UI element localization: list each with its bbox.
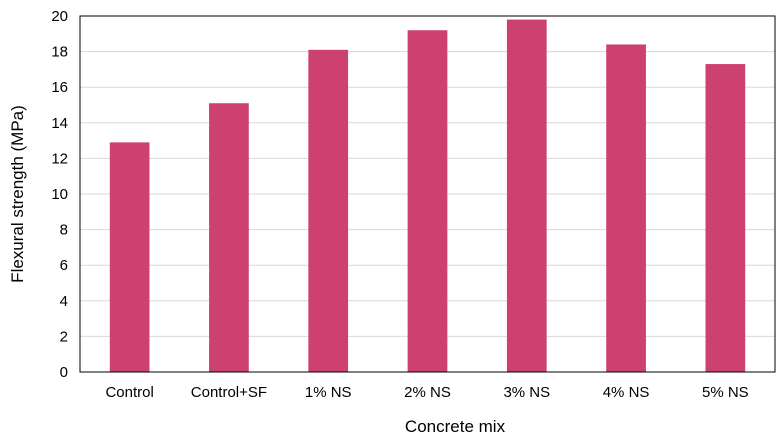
plot-border: [79, 15, 776, 373]
bar: [407, 30, 448, 373]
y-tick-label: 20: [51, 8, 68, 25]
x-tick-label: Control+SF: [191, 384, 267, 401]
y-tick-labels: 0 2 4 6 8 10 12 14 16 18 20: [51, 8, 68, 381]
y-tick-label: 0: [60, 364, 68, 381]
y-tick-label: 2: [60, 328, 68, 345]
y-axis-title: Flexural strength (MPa): [8, 105, 27, 283]
y-tick-label: 18: [51, 44, 68, 61]
bar: [506, 19, 547, 373]
x-tick-label: 4% NS: [603, 384, 650, 401]
x-tick-label: 3% NS: [503, 384, 550, 401]
x-tick-label: Control: [105, 384, 153, 401]
bar: [606, 44, 646, 372]
x-tick-labels: Control Control+SF 1% NS 2% NS 3% NS 4% NS 5% …: [105, 384, 748, 401]
y-tick-label: 14: [51, 115, 68, 132]
y-tick-label: 6: [60, 257, 68, 274]
y-tick-label: 16: [51, 79, 68, 96]
y-tick-label: 8: [60, 222, 68, 239]
y-tick-label: 10: [51, 186, 68, 203]
bar: [705, 64, 746, 372]
bars: [109, 19, 746, 373]
plot-frame: [79, 15, 776, 373]
y-tick-label: 4: [60, 293, 68, 310]
x-tick-label: 1% NS: [305, 384, 352, 401]
x-tick-label: 5% NS: [702, 384, 749, 401]
x-axis-title: Concrete mix: [405, 417, 506, 436]
x-tick-label: 2% NS: [404, 384, 451, 401]
y-tick-label: 12: [51, 150, 68, 167]
bar: [308, 49, 349, 372]
bar: [209, 103, 249, 372]
bar: [109, 142, 150, 372]
